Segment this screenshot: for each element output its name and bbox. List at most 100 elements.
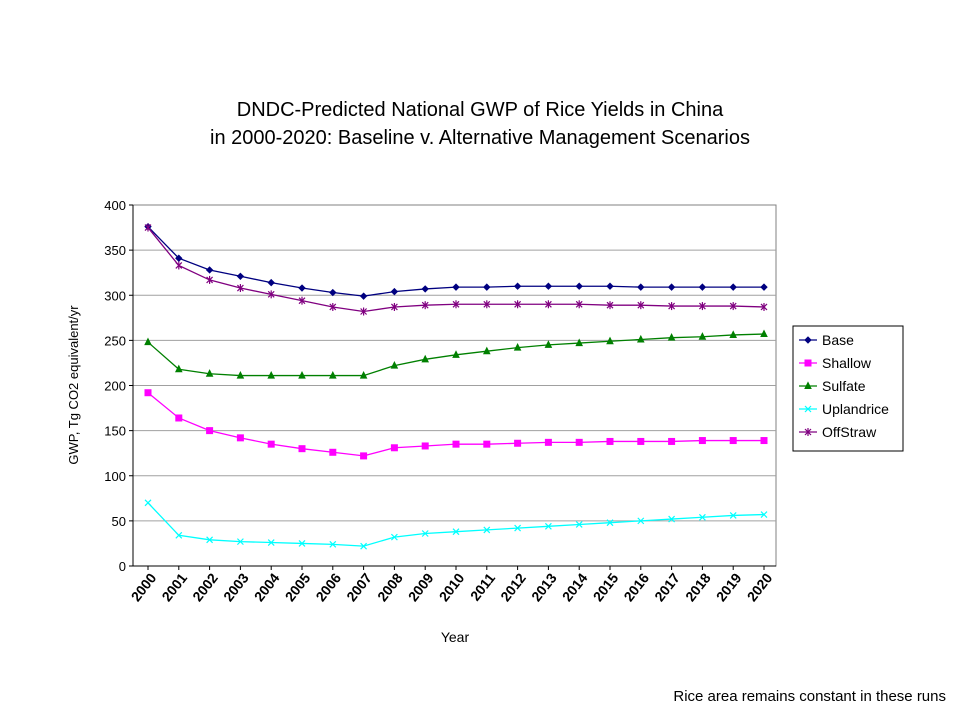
data-point-uplandrice (637, 517, 645, 525)
x-tick-label: 2017 (651, 570, 683, 605)
data-point-uplandrice (236, 538, 244, 546)
legend-marker-uplandrice (804, 405, 812, 413)
legend: Base Shallow Sulfate Uplandrice OffStraw (792, 325, 904, 452)
marker-stroke (206, 536, 214, 544)
x-axis-label: Year (441, 629, 470, 645)
marker-stroke (298, 540, 306, 547)
y-tick-label: 100 (104, 469, 126, 484)
data-point-shallow (483, 440, 491, 448)
data-point-base (513, 282, 522, 290)
data-point-uplandrice (267, 539, 275, 546)
x-tick-label: 2000 (128, 570, 160, 605)
data-point-sulfate (452, 350, 460, 358)
series-uplandrice (144, 499, 768, 550)
data-point-uplandrice (329, 540, 337, 548)
data-point-offstraw (544, 300, 552, 309)
data-point-uplandrice (544, 522, 552, 530)
x-tick-label: 2016 (620, 570, 652, 605)
x-tick-label: 2006 (312, 570, 344, 605)
x-tick-label: 2001 (158, 570, 190, 605)
data-point-offstraw (329, 302, 337, 311)
data-point-offstraw (514, 300, 522, 309)
footnote: Rice area remains constant in these runs (673, 688, 946, 705)
data-point-shallow (144, 389, 152, 397)
y-tick-label: 350 (104, 243, 126, 258)
x-tick-label: 2012 (497, 570, 529, 605)
x-tick-label: 2013 (528, 570, 560, 605)
data-point-offstraw (267, 290, 275, 299)
data-point-sulfate (698, 332, 707, 340)
y-tick-label: 250 (104, 333, 126, 348)
data-point-shallow (729, 437, 737, 445)
x-tick-label: 2010 (436, 570, 468, 605)
data-point-shallow (544, 438, 552, 446)
marker-stroke (267, 539, 275, 546)
legend-item-shallow: Shallow (799, 355, 872, 371)
data-point-base (698, 283, 707, 291)
x-axis: 2000 2001 2002 2003 2004 2005 2006 2007 2008 2009… (128, 565, 776, 605)
marker-stroke (606, 519, 614, 527)
legend-label-sulfate: Sulfate (822, 378, 866, 394)
data-point-sulfate (606, 336, 614, 345)
legend-marker-offstraw (804, 428, 812, 436)
data-point-sulfate (359, 370, 368, 379)
data-point-sulfate (544, 340, 553, 348)
legend-label-offstraw: OffStraw (822, 424, 877, 440)
data-point-offstraw (236, 284, 244, 293)
data-point-offstraw (637, 301, 645, 310)
data-point-sulfate (421, 354, 430, 363)
chart-title-line-2: in 2000-2020: Baseline v. Alternative Ma… (210, 127, 750, 149)
data-point-shallow (698, 437, 706, 445)
marker-stroke (329, 540, 337, 548)
y-tick-label: 0 (119, 559, 126, 574)
data-point-uplandrice (206, 536, 214, 544)
x-tick-label: 2019 (713, 570, 745, 605)
data-point-offstraw (360, 307, 368, 316)
marker-stroke (144, 499, 152, 507)
marker-stroke (452, 528, 460, 536)
legend-marker-base (804, 336, 812, 344)
data-point-uplandrice (698, 513, 706, 521)
marker-stroke (729, 512, 737, 519)
data-point-sulfate (328, 370, 337, 379)
y-tick-label: 400 (104, 198, 126, 213)
data-point-base (421, 285, 429, 293)
data-point-base (359, 292, 368, 300)
data-point-uplandrice (144, 499, 152, 507)
x-tick-label: 2008 (374, 570, 406, 605)
data-point-sulfate (513, 342, 522, 351)
data-point-shallow (421, 442, 429, 450)
data-point-shallow (298, 445, 306, 453)
series-offstraw (144, 223, 768, 316)
data-point-shallow (637, 437, 645, 445)
data-point-shallow (206, 427, 214, 435)
data-point-base (452, 283, 460, 291)
data-point-offstraw (175, 261, 183, 270)
data-point-shallow (267, 440, 275, 448)
x-tick-label: 2004 (251, 570, 283, 605)
data-point-base (637, 283, 645, 291)
series-layer (144, 222, 768, 550)
data-point-base (205, 266, 214, 274)
marker-stroke (483, 526, 491, 534)
data-point-uplandrice (360, 542, 368, 550)
data-point-offstraw (421, 301, 429, 310)
legend-label-uplandrice: Uplandrice (822, 401, 889, 417)
data-point-shallow (760, 437, 768, 445)
data-point-offstraw (206, 275, 214, 284)
marker-stroke (804, 405, 812, 413)
x-tick-label: 2015 (590, 570, 622, 605)
marker-stroke (575, 521, 583, 528)
series-base (144, 222, 768, 300)
data-point-shallow (668, 437, 676, 445)
data-point-sulfate (236, 370, 245, 379)
data-point-sulfate (575, 338, 584, 347)
data-point-offstraw (698, 302, 706, 311)
series-sulfate (144, 329, 768, 379)
legend-marker-shallow (804, 359, 812, 367)
data-point-base (729, 283, 737, 291)
data-point-base (329, 288, 337, 297)
data-point-base (575, 282, 583, 290)
data-point-offstraw (390, 302, 398, 311)
